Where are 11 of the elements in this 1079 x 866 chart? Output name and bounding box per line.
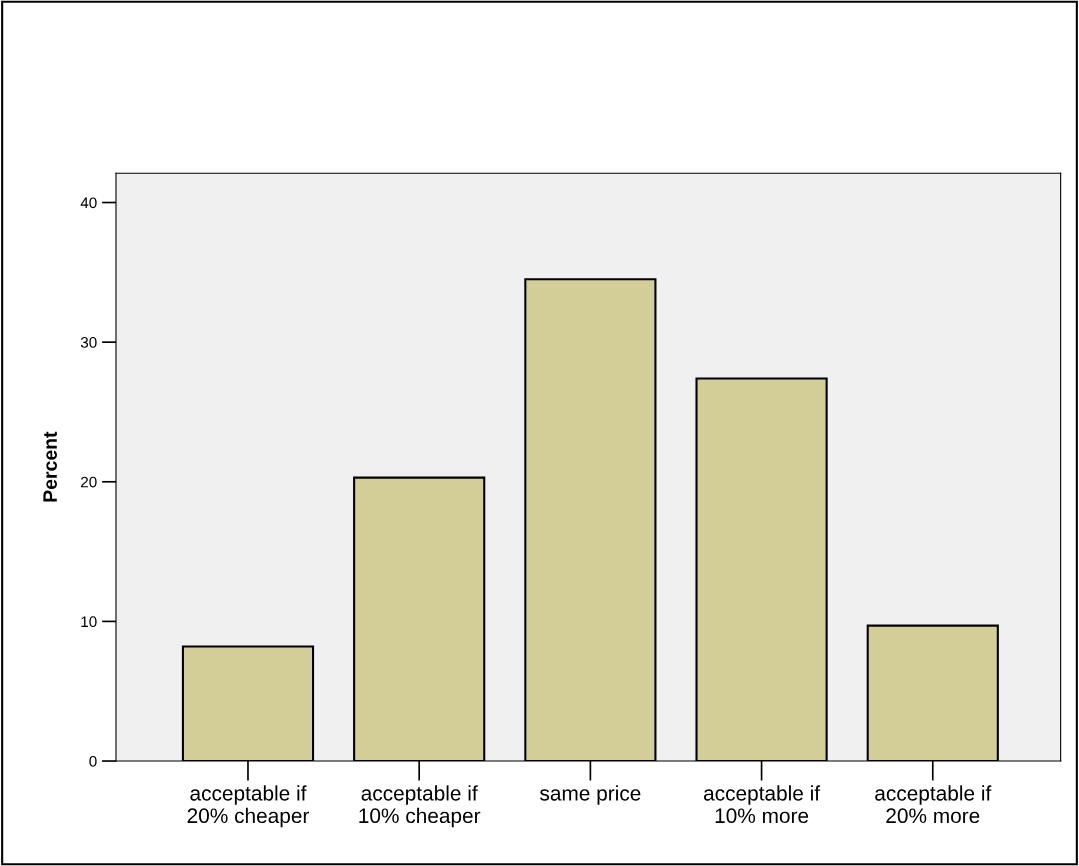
x-tick-label: acceptable if 10% more <box>703 785 821 824</box>
y-tick-label: 10 <box>81 616 97 628</box>
y-axis-title: Percent <box>43 431 57 502</box>
x-tick-label: same price <box>540 785 641 805</box>
x-tick-label: acceptable if 20% cheaper <box>187 785 310 828</box>
y-tick-label: 0 <box>89 755 97 767</box>
y-tick-label: 30 <box>80 337 97 348</box>
x-tick-label: acceptable if 20% more <box>875 785 992 824</box>
y-tick-label: 40 <box>80 197 97 209</box>
y-tick-label: 20 <box>81 476 97 488</box>
x-tick-label: acceptable if 10% cheaper <box>359 785 481 828</box>
